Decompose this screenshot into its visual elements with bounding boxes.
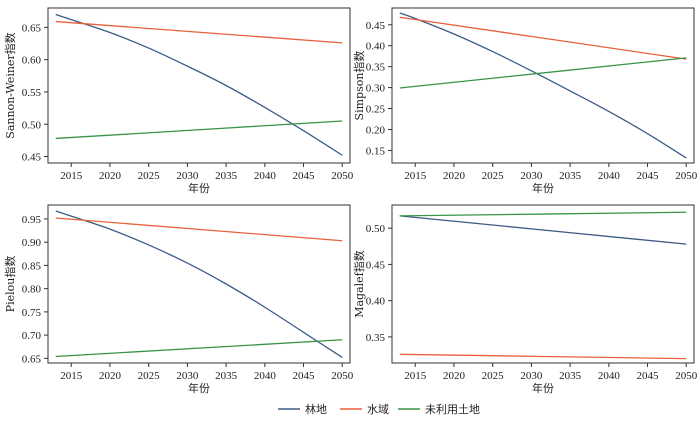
x-axis-label: 年份 bbox=[188, 181, 210, 195]
y-tick-label: 0.70 bbox=[22, 330, 42, 342]
series-line-林地 bbox=[55, 13, 343, 156]
x-tick-label: 2040 bbox=[598, 170, 621, 182]
x-tick-label: 2025 bbox=[482, 170, 505, 182]
x-tick-label: 2020 bbox=[99, 170, 122, 182]
x-tick-label: 2035 bbox=[559, 370, 582, 382]
plot-frame bbox=[391, 204, 695, 364]
y-tick-label: 0.45 bbox=[366, 259, 386, 271]
y-tick-label: 0.40 bbox=[366, 296, 386, 308]
x-tick-label: 2040 bbox=[254, 170, 277, 182]
y-tick-label: 0.50 bbox=[366, 223, 386, 235]
legend: 林地 水域 未利用土地 bbox=[278, 402, 480, 416]
y-axis-label: Pielou指数 bbox=[3, 256, 17, 313]
y-tick-label: 0.35 bbox=[366, 62, 386, 74]
x-tick-label: 2035 bbox=[215, 170, 238, 182]
y-axis-label: Simpson指数 bbox=[352, 51, 366, 121]
x-tick-label: 2015 bbox=[404, 170, 427, 182]
x-axis-label: 年份 bbox=[532, 181, 554, 195]
x-tick-label: 2030 bbox=[176, 370, 199, 382]
series-line-林地 bbox=[399, 12, 687, 159]
chart-panel-2: 2015 2020 2025 2030 2035 2040 2045 2050 0.15 0.20… bbox=[352, 7, 698, 195]
chart-panel-3: 2015 2020 2025 2030 2035 2040 2045 2050 0.65 0.70… bbox=[3, 204, 354, 395]
chart-panel-4: 2015 2020 2025 2030 2035 2040 2045 2050 0.35 0.40… bbox=[352, 204, 698, 395]
x-tick-label: 2015 bbox=[60, 370, 83, 382]
legend-label: 未利用土地 bbox=[425, 403, 480, 416]
x-tick-label: 2025 bbox=[138, 370, 161, 382]
x-tick-label: 2050 bbox=[331, 170, 354, 182]
plot-frame bbox=[47, 7, 351, 164]
y-tick-label: 0.40 bbox=[366, 41, 386, 53]
y-tick-label: 0.75 bbox=[22, 307, 42, 319]
series-line-未利用土地 bbox=[399, 57, 687, 89]
y-tick-label: 0.25 bbox=[366, 104, 386, 116]
y-tick-label: 0.55 bbox=[22, 87, 42, 99]
x-tick-label: 2045 bbox=[637, 170, 660, 182]
y-tick-label: 0.65 bbox=[22, 353, 42, 365]
x-axis-label: 年份 bbox=[532, 381, 554, 395]
y-tick-label: 0.65 bbox=[22, 22, 42, 34]
x-tick-label: 2020 bbox=[99, 370, 122, 382]
x-axis-label: 年份 bbox=[188, 381, 210, 395]
series-line-林地 bbox=[55, 210, 343, 358]
series-line-未利用土地 bbox=[399, 211, 687, 217]
x-tick-label: 2035 bbox=[215, 370, 238, 382]
x-tick-label: 2050 bbox=[331, 370, 354, 382]
x-tick-label: 2030 bbox=[520, 370, 543, 382]
y-tick-label: 0.95 bbox=[22, 214, 42, 226]
y-tick-label: 0.15 bbox=[366, 145, 386, 157]
series-line-水域 bbox=[399, 16, 687, 60]
series-line-未利用土地 bbox=[55, 120, 343, 140]
legend-label: 林地 bbox=[305, 402, 327, 416]
x-tick-label: 2040 bbox=[254, 370, 277, 382]
y-tick-label: 0.35 bbox=[366, 332, 386, 344]
series-line-水域 bbox=[55, 217, 343, 242]
y-tick-label: 0.80 bbox=[22, 284, 42, 296]
y-tick-label: 0.50 bbox=[22, 119, 42, 131]
x-tick-label: 2035 bbox=[559, 170, 582, 182]
x-tick-label: 2045 bbox=[637, 370, 660, 382]
series-line-水域 bbox=[55, 20, 343, 44]
x-tick-label: 2050 bbox=[675, 170, 698, 182]
y-tick-label: 0.45 bbox=[22, 152, 42, 164]
y-axis-label: Magalef指数 bbox=[352, 250, 366, 318]
x-tick-label: 2045 bbox=[293, 170, 316, 182]
y-tick-label: 0.20 bbox=[366, 124, 386, 136]
x-tick-label: 2025 bbox=[138, 170, 161, 182]
y-axis-label: Sannon-Weiner指数 bbox=[3, 32, 17, 138]
y-tick-label: 0.60 bbox=[22, 55, 42, 67]
chart-panel-1: 2015 2020 2025 2030 2035 2040 2045 2050 0.45 0.50… bbox=[3, 7, 354, 195]
y-tick-label: 0.85 bbox=[22, 260, 42, 272]
x-tick-label: 2040 bbox=[598, 370, 621, 382]
x-tick-label: 2045 bbox=[293, 370, 316, 382]
legend-label: 水域 bbox=[367, 403, 389, 416]
x-tick-label: 2015 bbox=[404, 370, 427, 382]
y-tick-label: 0.45 bbox=[366, 20, 386, 32]
x-tick-label: 2020 bbox=[443, 370, 466, 382]
y-tick-label: 0.30 bbox=[366, 83, 386, 95]
series-line-林地 bbox=[399, 215, 687, 245]
plot-frame bbox=[391, 7, 695, 164]
series-line-未利用土地 bbox=[55, 339, 343, 358]
x-tick-label: 2015 bbox=[60, 170, 83, 182]
plot-frame bbox=[47, 204, 351, 364]
x-tick-label: 2020 bbox=[443, 170, 466, 182]
x-tick-label: 2030 bbox=[176, 170, 199, 182]
series-line-水域 bbox=[399, 353, 687, 360]
x-tick-label: 2050 bbox=[675, 370, 698, 382]
x-tick-label: 2030 bbox=[520, 170, 543, 182]
y-tick-label: 0.90 bbox=[22, 237, 42, 249]
x-tick-label: 2025 bbox=[482, 370, 505, 382]
